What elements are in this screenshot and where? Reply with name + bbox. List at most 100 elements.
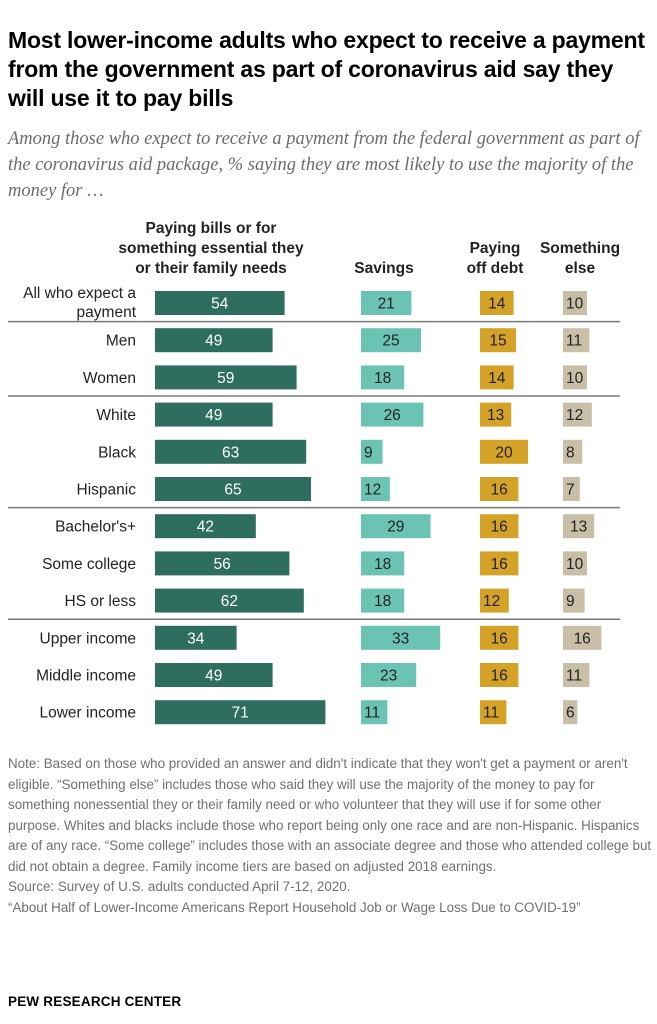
bar-bills <box>155 551 290 576</box>
bar-debt <box>480 291 514 315</box>
bar-savings <box>361 402 424 427</box>
bar-else <box>563 700 578 725</box>
category-label: Some college <box>42 556 136 573</box>
data-label: 56 <box>214 556 231 573</box>
bar-savings <box>361 663 417 687</box>
chart-subtitle: Among those who expect to receive a paym… <box>8 129 640 201</box>
bar-bills <box>155 402 273 427</box>
column-header-line: Paying bills or for <box>145 220 277 237</box>
data-label: 65 <box>224 482 241 499</box>
report-title: “About Half of Lower-Income Americans Re… <box>8 899 581 915</box>
column-header-1: Savings <box>329 259 439 279</box>
column-header-line: Savings <box>354 260 414 277</box>
data-label: 34 <box>187 630 205 647</box>
data-label: 18 <box>374 370 391 387</box>
bar-debt <box>480 439 528 464</box>
source-text: Source: Survey of U.S. adults conducted … <box>8 879 351 894</box>
data-label: 16 <box>491 668 508 685</box>
data-label: 14 <box>488 296 506 313</box>
bar-bills <box>155 625 237 650</box>
bar-bills <box>155 439 307 464</box>
bar-savings <box>361 291 412 315</box>
bar-savings <box>361 551 405 576</box>
bar-else <box>563 439 583 464</box>
category-label: Middle income <box>36 668 136 685</box>
bar-bills <box>155 365 297 390</box>
column-header-line: Something <box>539 240 621 257</box>
data-label: 18 <box>374 556 391 573</box>
bar-bills <box>155 477 311 501</box>
bar-else <box>563 588 585 613</box>
bar-debt <box>480 625 519 650</box>
data-label: 42 <box>197 519 214 536</box>
data-label: 71 <box>232 705 249 722</box>
column-header-line: or their family needs <box>135 260 287 277</box>
data-label: 10 <box>566 296 584 313</box>
category-label: Lower income <box>40 705 137 722</box>
data-label: 8 <box>566 444 575 461</box>
data-label: 6 <box>566 705 575 722</box>
data-label: 11 <box>566 668 582 685</box>
bar-bills <box>155 700 326 725</box>
chart-title: Most lower-income adults who expect to r… <box>8 27 645 111</box>
data-label: 62 <box>221 593 238 610</box>
data-label: 23 <box>380 668 397 685</box>
data-label: 33 <box>392 630 409 647</box>
data-label: 49 <box>205 407 222 424</box>
data-label: 20 <box>495 444 513 461</box>
data-label: 63 <box>222 444 239 461</box>
data-label: 49 <box>205 668 222 685</box>
data-label: 49 <box>205 333 222 350</box>
bar-else <box>563 663 590 687</box>
chart-notes: Note: Based on those who provided an ans… <box>8 754 653 918</box>
data-label: 15 <box>489 333 506 350</box>
column-header-line: else <box>564 260 596 277</box>
bar-savings <box>361 588 405 613</box>
bar-savings <box>361 700 388 725</box>
bar-debt <box>480 700 507 725</box>
bar-bills <box>155 663 273 687</box>
data-label: 29 <box>387 519 404 536</box>
data-label: 9 <box>364 444 373 461</box>
data-label: 11 <box>364 705 380 722</box>
category-label: Black <box>98 444 136 461</box>
data-label: 12 <box>364 482 381 499</box>
data-label: 14 <box>488 370 506 387</box>
category-label: Men <box>106 333 136 350</box>
category-label-line: All who expect a <box>23 285 136 302</box>
data-label: 10 <box>566 370 584 387</box>
column-header-0: Paying bills or for something essential t… <box>101 219 321 279</box>
data-label: 7 <box>566 482 575 499</box>
bar-else <box>563 551 587 576</box>
category-label: Women <box>83 370 136 387</box>
category-label: White <box>96 407 136 424</box>
column-header-3: Something else <box>525 239 635 279</box>
bar-else <box>563 291 587 315</box>
bar-else <box>563 402 592 427</box>
data-label: 10 <box>566 556 584 573</box>
data-label: 16 <box>574 630 591 647</box>
bar-savings <box>361 477 390 501</box>
bar-debt <box>480 663 519 687</box>
data-label: 13 <box>570 519 587 536</box>
data-label: 59 <box>217 370 234 387</box>
bar-bills <box>155 514 256 539</box>
column-header-line: something essential they <box>118 240 304 257</box>
category-label: Bachelor's+ <box>55 519 136 536</box>
column-header-line: off debt <box>466 260 524 277</box>
category-label: All who expect a payment <box>23 285 137 321</box>
note-text: Note: Based on those who provided an ans… <box>8 756 652 874</box>
category-label: HS or less <box>65 593 137 610</box>
bar-bills <box>155 588 304 613</box>
bar-debt <box>480 477 519 501</box>
column-header-line: Paying <box>469 240 521 257</box>
bar-savings <box>361 625 441 650</box>
bar-else <box>563 328 590 353</box>
bar-debt <box>480 365 514 390</box>
bar-savings <box>361 439 383 464</box>
category-label-line: payment <box>77 304 137 321</box>
bar-else <box>563 625 602 650</box>
data-label: 11 <box>566 333 582 350</box>
category-label: Hispanic <box>77 482 137 499</box>
column-header-2: Paying off debt <box>440 239 550 279</box>
